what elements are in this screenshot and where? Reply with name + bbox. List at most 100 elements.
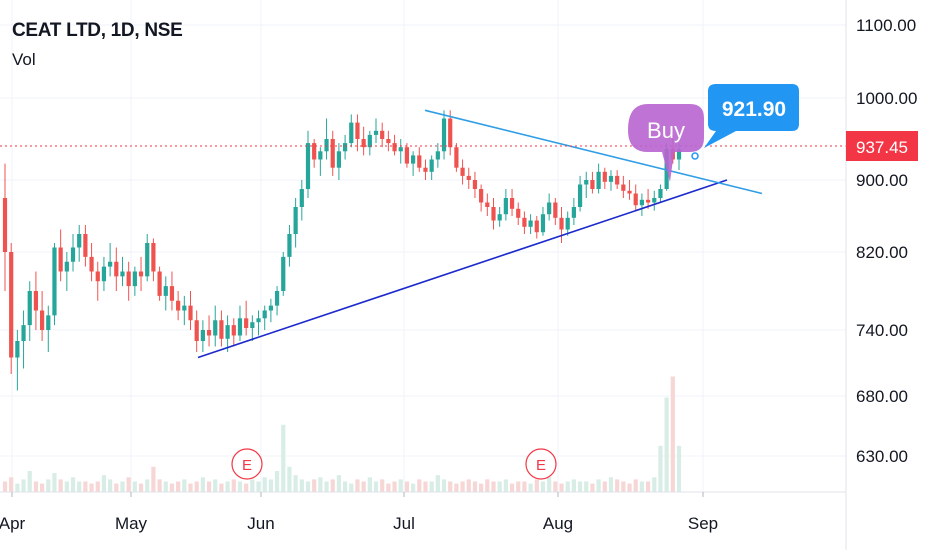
volume-bar (237, 481, 243, 492)
candle-body (169, 286, 175, 301)
price-callout[interactable]: 921.90 (691, 84, 799, 160)
volume-bar (219, 483, 224, 492)
volume-bar (509, 483, 515, 492)
earnings-marker-2[interactable]: E (525, 448, 557, 480)
candle-body (540, 214, 546, 233)
price-axis[interactable]: 1100.00 1000.00 900.00 820.00 740.00 680.00 63… (856, 16, 917, 466)
candle-body (608, 175, 614, 182)
candle-body (633, 193, 638, 206)
volume-bar (324, 481, 329, 492)
x-tick-label: May (115, 514, 148, 533)
candle-body (645, 199, 651, 203)
volume-bar (293, 475, 298, 492)
volume-bar (312, 479, 317, 492)
volume-bar (188, 483, 193, 492)
candle-body (627, 190, 632, 194)
candle-body (64, 261, 69, 272)
time-axis[interactable]: Apr May Jun Jul Aug Sep (0, 492, 718, 533)
earnings-marker-1[interactable]: E (231, 448, 263, 480)
candle-body (528, 220, 533, 227)
y-tick-label: 900.00 (856, 171, 908, 190)
candle-body (516, 208, 521, 218)
volume-bar (151, 466, 156, 492)
candle-body (342, 143, 348, 152)
volume-bar (540, 481, 546, 492)
volume-bar (157, 479, 162, 492)
candle-body (615, 175, 620, 185)
trendlines[interactable] (197, 109, 763, 359)
candle-body (596, 171, 601, 189)
volume-bar (454, 483, 459, 492)
volume-bar (528, 483, 533, 492)
volume-bar (89, 483, 94, 492)
volume-bar (571, 479, 576, 492)
callout-price: 921.90 (722, 98, 786, 121)
volume-bar (676, 445, 682, 492)
volume-bar (485, 479, 490, 492)
candle-body (9, 252, 14, 358)
volume-bar (547, 477, 552, 492)
volume-bar (479, 483, 484, 492)
volume-bar (380, 479, 385, 492)
candle-body (448, 118, 453, 148)
resistance-trendline[interactable] (424, 109, 763, 195)
candle-body (479, 189, 484, 203)
candle-body (213, 320, 218, 336)
volume-bar (77, 481, 82, 492)
volume-bar (120, 481, 125, 492)
candle-body (565, 217, 570, 230)
candle-body (312, 143, 317, 160)
candle-body (299, 189, 304, 207)
candle-body (466, 175, 471, 180)
earnings-label: E (536, 457, 546, 474)
candle-body (46, 315, 51, 330)
volume-bar (355, 479, 360, 492)
candle-body (658, 189, 663, 198)
candle-body (70, 247, 76, 262)
candle-body (176, 300, 181, 311)
candle-body (108, 261, 113, 267)
volume-bar (108, 479, 113, 492)
candle-body (2, 198, 8, 252)
volume-bar (176, 481, 181, 492)
volume-bar (392, 481, 397, 492)
chart-legend: CEAT LTD, 1D, NSE Vol (12, 20, 183, 70)
symbol-title[interactable]: CEAT LTD, 1D, NSE (12, 20, 183, 41)
callout-anchor[interactable] (691, 152, 699, 160)
volume-bar (423, 481, 428, 492)
buy-annotation[interactable]: Buy (628, 104, 704, 182)
candle-body (132, 271, 137, 287)
candle-body (441, 118, 447, 152)
volume-bar (404, 481, 410, 492)
candle-body (101, 266, 107, 282)
candle-body (330, 139, 335, 168)
candle-body (231, 325, 236, 336)
candle-body (77, 234, 82, 248)
volume-bar (361, 481, 366, 492)
volume-bar (15, 483, 20, 492)
candle-body (404, 147, 410, 164)
candle-body (392, 143, 397, 152)
volume-bar (33, 481, 39, 492)
volume-bar (83, 481, 88, 492)
candle-body (33, 291, 39, 311)
volume-bar (262, 477, 267, 492)
x-tick-label: Apr (0, 514, 26, 533)
volume-bar (516, 481, 521, 492)
candle-body (281, 256, 286, 291)
volume-bar (305, 481, 311, 492)
support-trendline[interactable] (197, 179, 728, 359)
candle-body (435, 151, 440, 160)
volume-bar (274, 471, 280, 492)
volume-bar (2, 481, 8, 492)
volume-label[interactable]: Vol (12, 50, 36, 69)
candle-body (27, 291, 32, 326)
volume-bar (336, 475, 342, 492)
volume-bar (9, 477, 14, 492)
volume-bar (621, 481, 626, 492)
candle-body (522, 217, 527, 227)
volume-bar (658, 445, 663, 492)
candle-body (398, 147, 403, 152)
candle-body (83, 234, 88, 257)
